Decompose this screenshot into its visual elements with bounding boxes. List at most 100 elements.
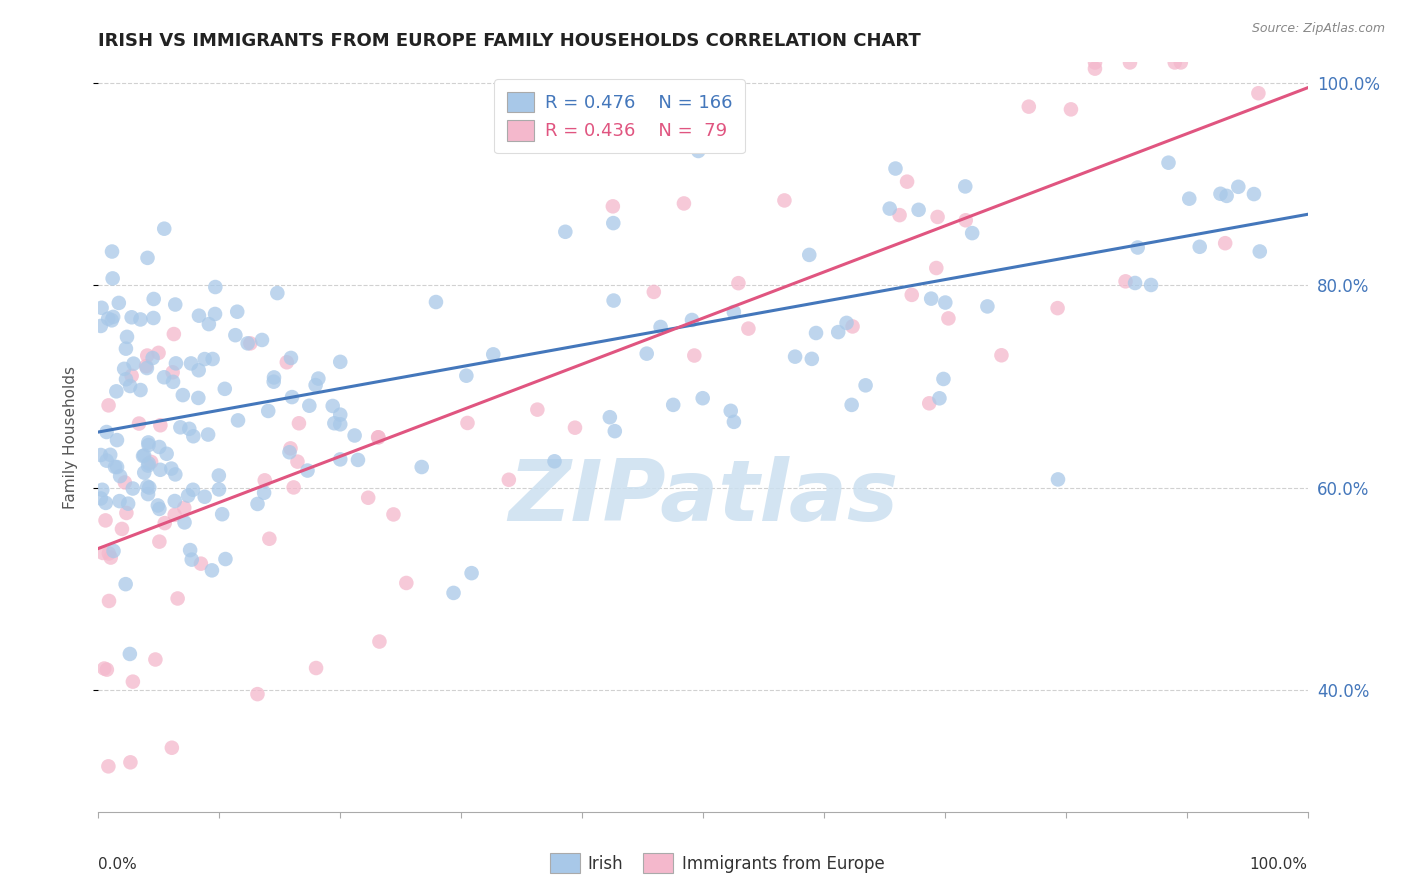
- Point: [692, 391, 714, 405]
- Point: [169, 420, 191, 434]
- Point: [194, 490, 217, 504]
- Text: ZIPatlas: ZIPatlas: [508, 456, 898, 539]
- Point: [138, 457, 160, 471]
- Point: [879, 202, 901, 216]
- Point: [236, 336, 259, 351]
- Point: [253, 473, 276, 487]
- Point: [148, 534, 170, 549]
- Point: [187, 391, 209, 405]
- Point: [160, 461, 183, 475]
- Point: [564, 420, 586, 434]
- Point: [723, 305, 745, 319]
- Point: [96, 425, 118, 439]
- Point: [136, 435, 159, 450]
- Point: [121, 310, 143, 325]
- Point: [208, 468, 231, 483]
- Point: [148, 440, 170, 454]
- Point: [329, 355, 352, 369]
- Point: [827, 325, 849, 339]
- Point: [322, 399, 344, 413]
- Point: [146, 499, 169, 513]
- Point: [163, 494, 186, 508]
- Point: [305, 661, 328, 675]
- Point: [105, 460, 128, 475]
- Point: [246, 497, 269, 511]
- Point: [288, 417, 311, 431]
- Point: [224, 328, 246, 343]
- Point: [603, 424, 626, 438]
- Point: [281, 390, 304, 404]
- Point: [683, 349, 706, 363]
- Y-axis label: Family Households: Family Households: [63, 366, 77, 508]
- Point: [97, 398, 120, 412]
- Point: [96, 663, 118, 677]
- Point: [98, 448, 121, 462]
- Point: [135, 361, 157, 376]
- Point: [180, 356, 202, 370]
- Point: [136, 251, 159, 265]
- Point: [1209, 186, 1232, 201]
- Point: [253, 485, 276, 500]
- Point: [662, 398, 685, 412]
- Point: [142, 292, 165, 306]
- Point: [425, 295, 447, 310]
- Point: [90, 318, 112, 333]
- Point: [114, 475, 136, 490]
- Point: [1247, 87, 1270, 101]
- Point: [1140, 277, 1163, 292]
- Point: [136, 349, 159, 363]
- Point: [153, 516, 176, 530]
- Point: [672, 196, 695, 211]
- Point: [165, 297, 187, 311]
- Point: [1178, 192, 1201, 206]
- Point: [367, 430, 389, 444]
- Point: [928, 392, 950, 406]
- Point: [180, 552, 202, 566]
- Point: [543, 454, 565, 468]
- Point: [1170, 55, 1192, 70]
- Point: [111, 522, 134, 536]
- Point: [343, 428, 366, 442]
- Point: [727, 276, 749, 290]
- Point: [194, 352, 217, 367]
- Point: [138, 438, 160, 452]
- Point: [105, 433, 128, 447]
- Point: [94, 513, 117, 527]
- Point: [681, 313, 703, 327]
- Point: [136, 487, 159, 501]
- Point: [250, 333, 273, 347]
- Point: [278, 445, 301, 459]
- Point: [456, 368, 478, 383]
- Point: [148, 502, 170, 516]
- Point: [162, 375, 184, 389]
- Point: [1084, 62, 1107, 76]
- Point: [163, 508, 186, 522]
- Point: [720, 404, 742, 418]
- Point: [107, 296, 129, 310]
- Point: [855, 378, 877, 392]
- Point: [96, 453, 118, 467]
- Point: [145, 652, 167, 666]
- Point: [526, 402, 548, 417]
- Point: [900, 288, 922, 302]
- Point: [122, 674, 145, 689]
- Point: [179, 543, 201, 558]
- Point: [135, 359, 157, 374]
- Point: [896, 175, 918, 189]
- Point: [723, 415, 745, 429]
- Point: [283, 480, 305, 494]
- Point: [799, 248, 821, 262]
- Point: [105, 384, 128, 399]
- Point: [134, 466, 156, 480]
- Point: [841, 398, 863, 412]
- Point: [173, 500, 195, 515]
- Point: [117, 497, 139, 511]
- Point: [204, 307, 226, 321]
- Point: [136, 458, 159, 473]
- Point: [115, 372, 138, 386]
- Point: [115, 330, 138, 344]
- Point: [443, 586, 465, 600]
- Point: [120, 756, 142, 770]
- Point: [211, 507, 233, 521]
- Point: [93, 661, 115, 675]
